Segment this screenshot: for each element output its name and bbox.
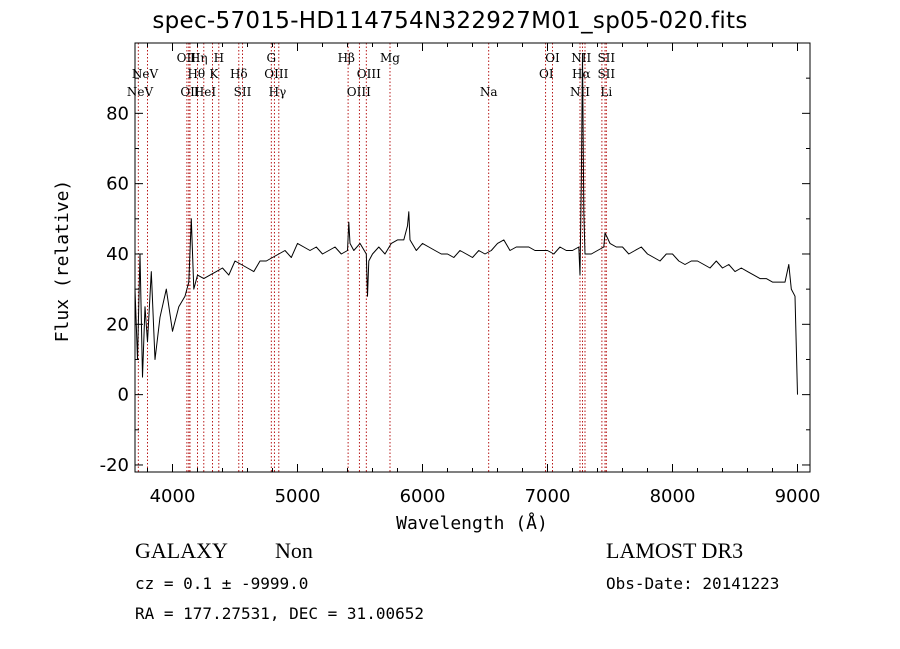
x-tick-label-9000: 9000	[775, 486, 821, 507]
y-axis-label: Flux (relative)	[52, 180, 73, 343]
line-label-2-7: NII	[570, 85, 590, 99]
spectrum-line-0	[134, 53, 798, 395]
line-label-0-2: H	[214, 51, 224, 65]
line-label-0-6: OI	[545, 51, 560, 65]
survey-name: LAMOST DR3	[606, 538, 744, 563]
y-tick-label-80: 80	[106, 103, 129, 124]
line-label-2-3: SII	[234, 85, 252, 99]
line-label-1-3: Hδ	[230, 67, 248, 81]
line-label-2-0: NeV	[127, 85, 154, 99]
x-axis-ticks: 4000 5000 6000 7000 8000 9000	[147, 43, 821, 507]
emission-line-markers	[137, 43, 607, 472]
line-label-2-4: Hγ	[269, 85, 287, 99]
line-label-0-8: SII	[597, 51, 615, 65]
line-label-1-0: NeV	[132, 67, 159, 81]
line-label-0-5: Mg	[380, 51, 400, 65]
line-label-1-5: OIII	[357, 67, 381, 81]
line-label-0-3: G	[267, 51, 277, 65]
line-label-2-8: Li	[600, 85, 612, 99]
object-class: GALAXY	[135, 538, 228, 563]
x-tick-label-6000: 6000	[400, 486, 446, 507]
object-subclass: Non	[275, 538, 313, 563]
line-label-0-0: OII	[177, 51, 197, 65]
line-label-0-1: Hη	[190, 51, 208, 65]
y-tick-label--20: -20	[100, 455, 129, 476]
x-tick-label-5000: 5000	[275, 486, 321, 507]
obs-date: Obs-Date: 20141223	[606, 574, 780, 593]
line-label-0-7: NII	[571, 51, 591, 65]
coordinates: RA = 177.27531, DEC = 31.00652	[135, 604, 424, 623]
x-axis-label: Wavelength (Å)	[396, 512, 548, 534]
y-tick-label-20: 20	[106, 314, 129, 335]
line-label-1-6: OI	[539, 67, 554, 81]
x-tick-label-4000: 4000	[150, 486, 196, 507]
y-tick-label-0: 0	[118, 385, 129, 406]
line-label-2-6: Na	[480, 85, 498, 99]
y-tick-label-60: 60	[106, 174, 129, 195]
line-label-2-1: OII	[180, 85, 200, 99]
line-label-2-2: HeI	[194, 85, 217, 99]
line-label-2-5: OIII	[347, 85, 371, 99]
line-label-1-1: Hθ	[187, 67, 205, 81]
chart-title: spec-57015-HD114754N322927M01_sp05-020.f…	[152, 8, 748, 34]
redshift-line: cz = 0.1 ± -9999.0	[135, 574, 309, 593]
line-label-0-4: Hβ	[338, 51, 355, 65]
y-tick-label-40: 40	[106, 244, 129, 265]
line-label-1-4: OIII	[264, 67, 288, 81]
line-label-1-7: Hα	[572, 67, 591, 81]
line-label-1-8: SII	[597, 67, 615, 81]
spectrum-series	[134, 53, 798, 395]
x-tick-label-8000: 8000	[650, 486, 696, 507]
line-label-1-2: K	[209, 67, 219, 81]
y-axis-ticks: -20 0 20 40 60 80	[100, 42, 810, 476]
x-tick-label-7000: 7000	[525, 486, 571, 507]
